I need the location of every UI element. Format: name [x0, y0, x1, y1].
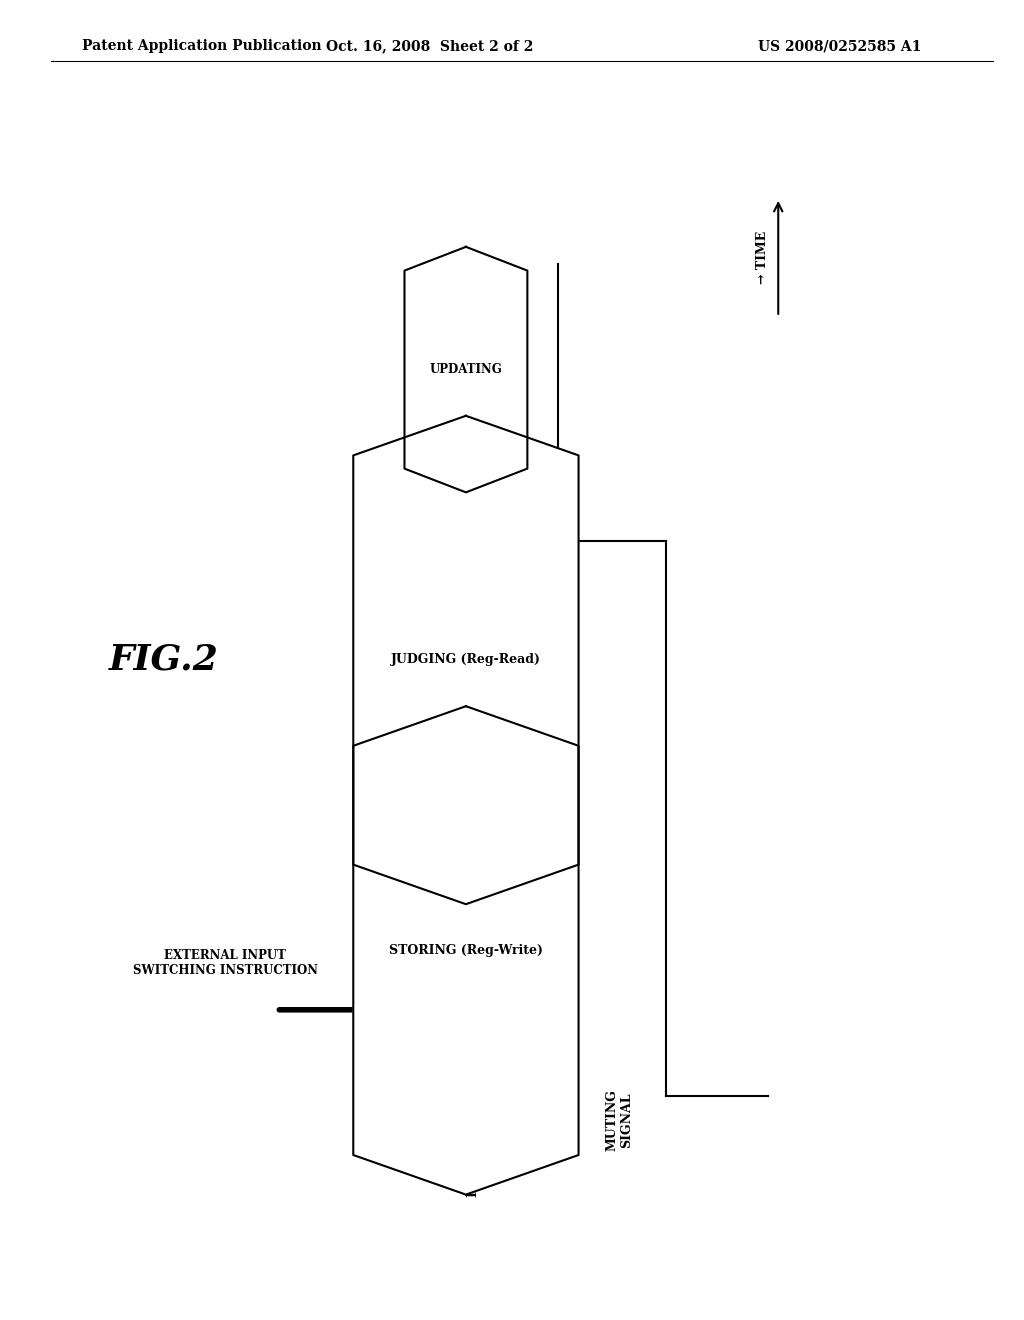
- Polygon shape: [353, 416, 579, 904]
- Text: SWITCHING
INFORMATION: SWITCHING INFORMATION: [452, 1089, 480, 1197]
- Text: MUTING
SIGNAL: MUTING SIGNAL: [605, 1089, 634, 1151]
- Text: JUDGING (Reg-Read): JUDGING (Reg-Read): [391, 653, 541, 667]
- Text: Oct. 16, 2008  Sheet 2 of 2: Oct. 16, 2008 Sheet 2 of 2: [327, 40, 534, 53]
- Text: Patent Application Publication: Patent Application Publication: [82, 40, 322, 53]
- Text: FIG.2: FIG.2: [109, 643, 219, 677]
- Text: STORING (Reg-Write): STORING (Reg-Write): [389, 944, 543, 957]
- Polygon shape: [404, 247, 527, 492]
- Text: US 2008/0252585 A1: US 2008/0252585 A1: [758, 40, 922, 53]
- Text: → TIME: → TIME: [756, 231, 769, 284]
- Polygon shape: [353, 706, 579, 1195]
- Text: EXTERNAL INPUT
SWITCHING INSTRUCTION: EXTERNAL INPUT SWITCHING INSTRUCTION: [133, 949, 317, 977]
- Text: UPDATING: UPDATING: [429, 363, 503, 376]
